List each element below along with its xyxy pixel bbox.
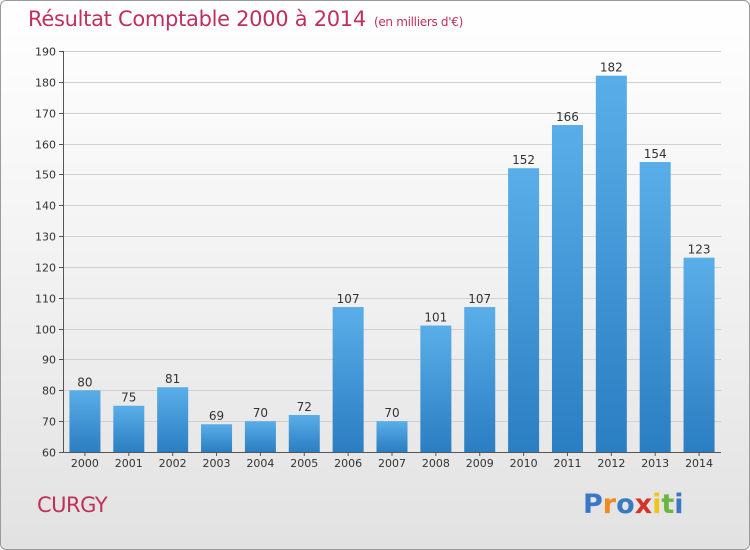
x-tick-label-2008: 2008 bbox=[422, 457, 450, 470]
x-tick-label-2014: 2014 bbox=[685, 457, 713, 470]
y-tick-label: 180 bbox=[35, 77, 56, 90]
place-name: CURGY bbox=[37, 493, 108, 517]
value-label-2010: 152 bbox=[512, 153, 535, 167]
bar-2011 bbox=[551, 125, 583, 453]
proxiti-logo: Proxiti bbox=[583, 489, 684, 520]
value-label-2004: 70 bbox=[253, 406, 268, 420]
logo-letter: o bbox=[616, 489, 635, 520]
value-label-2012: 182 bbox=[600, 61, 623, 75]
x-tick-label-2002: 2002 bbox=[159, 457, 187, 470]
logo-letter: P bbox=[583, 489, 603, 520]
y-tick-label: 70 bbox=[42, 416, 56, 429]
x-tick-label-2000: 2000 bbox=[71, 457, 99, 470]
y-tick-label: 100 bbox=[35, 324, 56, 337]
bars bbox=[69, 75, 715, 453]
bar-2002 bbox=[157, 387, 189, 452]
bar-2008 bbox=[420, 325, 452, 452]
logo-letter: i bbox=[652, 489, 662, 520]
value-label-2003: 69 bbox=[209, 409, 224, 423]
y-tick-label: 130 bbox=[35, 231, 56, 244]
labels: 60 70 80 90 100 110 120 130 140 150 160 170 180 190 80… bbox=[35, 46, 713, 471]
value-label-2009: 107 bbox=[468, 292, 491, 306]
value-label-2006: 107 bbox=[337, 292, 360, 306]
x-tick-label-2005: 2005 bbox=[290, 457, 318, 470]
x-tick-label-2001: 2001 bbox=[115, 457, 143, 470]
y-tick-label: 160 bbox=[35, 139, 56, 152]
chart-title-text: Résultat Comptable 2000 à 2014 bbox=[28, 7, 366, 31]
x-tick-label-2012: 2012 bbox=[597, 457, 625, 470]
x-tick-label-2003: 2003 bbox=[203, 457, 231, 470]
x-tick-label-2007: 2007 bbox=[378, 457, 406, 470]
bar-2007 bbox=[376, 421, 408, 452]
bar-2012 bbox=[595, 75, 627, 452]
axes bbox=[59, 51, 721, 456]
y-tick-label: 110 bbox=[35, 293, 56, 306]
value-label-2007: 70 bbox=[384, 406, 399, 420]
y-tick-label: 60 bbox=[42, 447, 56, 460]
y-tick-label: 150 bbox=[35, 169, 56, 182]
value-label-2014: 123 bbox=[688, 243, 711, 257]
bar-2004 bbox=[244, 421, 276, 452]
x-tick-label-2009: 2009 bbox=[466, 457, 494, 470]
bar-2000 bbox=[69, 390, 101, 452]
x-tick-label-2006: 2006 bbox=[334, 457, 362, 470]
logo-letter: x bbox=[634, 489, 653, 520]
x-tick-label-2004: 2004 bbox=[246, 457, 274, 470]
chart-subtitle: (en milliers d'€) bbox=[373, 15, 463, 29]
value-label-2002: 81 bbox=[165, 372, 180, 386]
bar-2013 bbox=[639, 162, 671, 453]
y-tick-label: 190 bbox=[35, 46, 56, 59]
value-label-2001: 75 bbox=[121, 391, 136, 405]
logo-letter: r bbox=[602, 489, 617, 520]
bar-2003 bbox=[201, 424, 233, 452]
bar-2010 bbox=[508, 168, 540, 452]
bar-2005 bbox=[288, 414, 320, 452]
bar-2014 bbox=[683, 257, 715, 452]
x-tick-label-2010: 2010 bbox=[510, 457, 538, 470]
y-tick-label: 90 bbox=[42, 354, 56, 367]
chart-title: Résultat Comptable 2000 à 2014 (en millie… bbox=[28, 7, 463, 31]
bar-2009 bbox=[464, 307, 496, 452]
value-label-2005: 72 bbox=[297, 400, 312, 414]
value-label-2000: 80 bbox=[77, 375, 92, 389]
y-tick-label: 120 bbox=[35, 262, 56, 275]
y-tick-label: 170 bbox=[35, 108, 56, 121]
x-tick-label-2013: 2013 bbox=[641, 457, 669, 470]
y-tick-label: 140 bbox=[35, 200, 56, 213]
value-label-2008: 101 bbox=[424, 311, 447, 325]
bar-2006 bbox=[332, 307, 364, 452]
value-label-2013: 154 bbox=[644, 147, 667, 161]
value-label-2011: 166 bbox=[556, 110, 579, 124]
bar-2001 bbox=[113, 405, 145, 452]
x-tick-label-2011: 2011 bbox=[553, 457, 581, 470]
y-tick-label: 80 bbox=[42, 385, 56, 398]
logo-letter: i bbox=[674, 489, 684, 520]
logo-letter: t bbox=[661, 489, 675, 520]
